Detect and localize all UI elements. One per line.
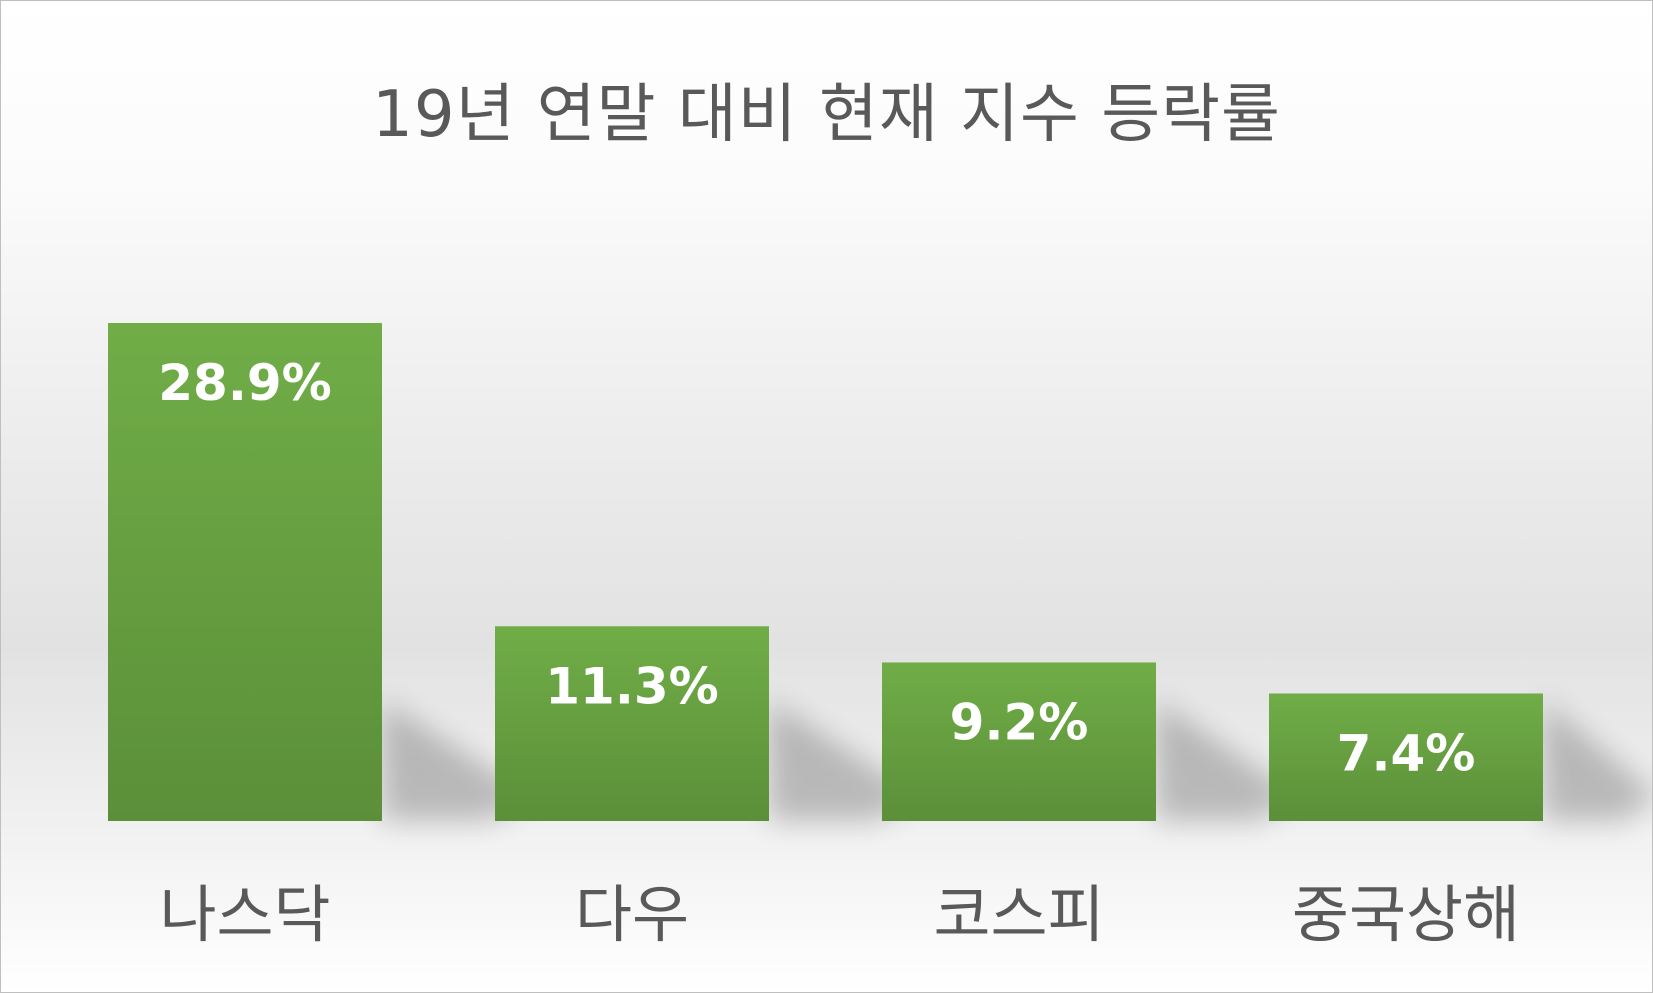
bar — [108, 323, 382, 821]
chart-title: 19년 연말 대비 현재 지수 등락률 — [372, 78, 1281, 152]
bar-shadow — [382, 701, 532, 821]
bar-shadow — [769, 701, 919, 821]
bar-shadows — [382, 701, 1652, 821]
bar-series — [108, 323, 1543, 821]
data-labels: 28.9% 11.3% 9.2% 7.4% — [158, 354, 1475, 782]
category-label: 다우 — [575, 878, 689, 951]
data-label: 11.3% — [545, 657, 718, 715]
bar-shadow — [1156, 701, 1299, 821]
data-label: 7.4% — [1337, 724, 1476, 782]
category-label: 중국상해 — [1292, 878, 1520, 951]
data-label: 9.2% — [950, 693, 1089, 751]
bar — [882, 662, 1156, 821]
bar — [1269, 693, 1543, 821]
category-axis: 나스닥 다우 코스피 중국상해 — [159, 878, 1520, 951]
bar — [495, 626, 769, 821]
bar-shadow — [1543, 701, 1652, 821]
category-label: 나스닥 — [159, 878, 330, 951]
category-label: 코스피 — [933, 878, 1104, 951]
data-label: 28.9% — [158, 354, 331, 412]
